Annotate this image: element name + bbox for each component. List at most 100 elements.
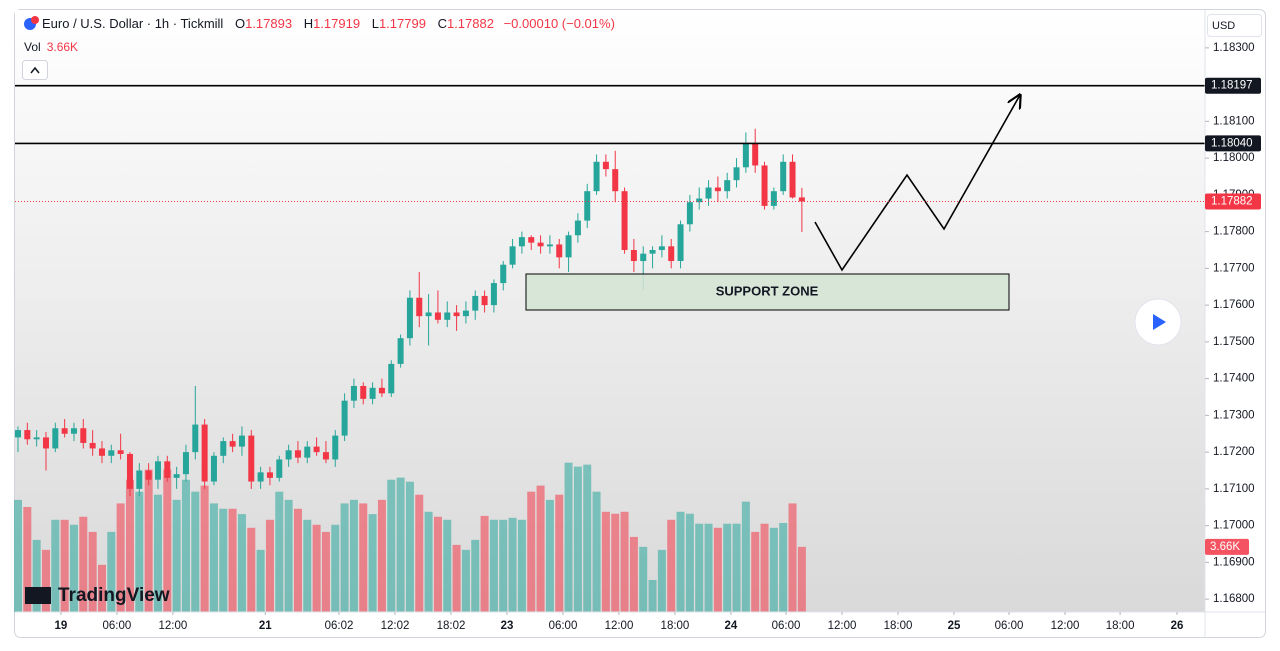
volume-bar bbox=[247, 527, 256, 612]
l-value: 1.17799 bbox=[378, 16, 426, 31]
candle-body bbox=[238, 435, 245, 447]
x-tick-label: 18:00 bbox=[1106, 620, 1135, 632]
change: −0.00010 (−0.01%) bbox=[503, 16, 615, 31]
level-tag bbox=[1205, 135, 1261, 152]
candle-body bbox=[350, 385, 357, 401]
volume-bar bbox=[536, 485, 545, 612]
candle-body bbox=[640, 253, 647, 262]
volume-bar bbox=[424, 511, 433, 612]
watermark: TradingView bbox=[58, 585, 170, 606]
currency-box[interactable] bbox=[1207, 14, 1262, 37]
volume-bar bbox=[573, 466, 582, 612]
volume-bar bbox=[695, 523, 704, 612]
candle-body bbox=[378, 387, 385, 394]
volume-bar bbox=[657, 549, 666, 612]
support-zone bbox=[525, 273, 1010, 311]
candle-body bbox=[556, 244, 563, 258]
symbol-icon-b bbox=[31, 16, 39, 24]
candle-body bbox=[80, 428, 87, 443]
volume-bar bbox=[107, 531, 116, 612]
volume-bar bbox=[284, 499, 293, 612]
volume-bar bbox=[751, 531, 760, 612]
x-tick-label: 12:00 bbox=[159, 620, 188, 632]
candle-body bbox=[752, 143, 759, 166]
candle-body bbox=[360, 385, 367, 399]
x-tick-label: 25 bbox=[948, 620, 961, 632]
collapse-button[interactable] bbox=[22, 60, 48, 80]
currency: USD bbox=[1212, 20, 1235, 32]
candle-body bbox=[70, 428, 77, 434]
volume-bar bbox=[200, 485, 209, 612]
volume-bar bbox=[508, 517, 517, 612]
volume-bar bbox=[527, 491, 536, 612]
candle-body bbox=[61, 428, 68, 434]
volume-bar bbox=[275, 491, 284, 612]
volume-bar bbox=[32, 539, 41, 612]
candle-body bbox=[285, 450, 292, 460]
volume-bar bbox=[228, 508, 237, 612]
volume-bar bbox=[667, 519, 676, 612]
x-tick-label: 06:00 bbox=[549, 620, 578, 632]
candle-body bbox=[621, 191, 628, 250]
axes: 1.183001.181001.180001.179001.178001.177… bbox=[55, 42, 1261, 632]
x-tick-label: 18:00 bbox=[661, 620, 690, 632]
volume-bar bbox=[443, 519, 452, 612]
volume-bar bbox=[461, 549, 470, 612]
candle-body bbox=[509, 246, 516, 265]
volume-bar bbox=[564, 462, 573, 612]
volume-bar bbox=[415, 494, 424, 612]
candle-body bbox=[481, 295, 488, 306]
candle-body bbox=[668, 246, 675, 262]
volume-bar bbox=[405, 481, 414, 612]
candle-body bbox=[444, 312, 451, 320]
candle-body bbox=[33, 437, 40, 440]
o-value: 1.17893 bbox=[245, 16, 293, 31]
candle-body bbox=[733, 167, 740, 181]
candle-body bbox=[528, 237, 535, 243]
candle-body bbox=[584, 191, 591, 221]
candle-body bbox=[24, 430, 31, 440]
volume-bar bbox=[648, 579, 657, 612]
y-tick-label: 1.17100 bbox=[1213, 483, 1255, 495]
volume-tag bbox=[1205, 538, 1249, 555]
support-zone-label: SUPPORT ZONE bbox=[716, 283, 819, 298]
candle-body bbox=[649, 249, 656, 254]
candle-body bbox=[126, 453, 133, 489]
volume-bar bbox=[713, 527, 722, 612]
volume-bar bbox=[611, 513, 620, 612]
candle-body bbox=[677, 224, 684, 262]
y-tick-label: 1.17300 bbox=[1213, 409, 1255, 421]
volume-bar bbox=[340, 503, 349, 612]
y-tick-label: 1.16900 bbox=[1213, 556, 1255, 568]
volume-bar bbox=[209, 503, 218, 612]
volume-bar bbox=[433, 516, 442, 612]
play-icon bbox=[1153, 314, 1166, 330]
volume-bar bbox=[499, 519, 508, 612]
symbol-title: Euro / U.S. Dollar · 1h · Tickmill bbox=[42, 16, 224, 31]
volume-bar bbox=[69, 524, 78, 612]
candle-body bbox=[276, 459, 283, 478]
candle-body bbox=[182, 452, 189, 475]
candle-body bbox=[630, 249, 637, 262]
candle-body bbox=[658, 246, 665, 250]
volume-bar bbox=[769, 527, 778, 612]
h-label: H bbox=[303, 16, 314, 31]
volume-bar bbox=[41, 549, 50, 612]
y-tick-label: 1.17800 bbox=[1213, 226, 1255, 238]
candle-body bbox=[434, 312, 441, 320]
header: Euro / U.S. Dollar · 1h · Tickmill O1.17… bbox=[24, 16, 615, 31]
volume-bar bbox=[545, 499, 554, 612]
volume-bar bbox=[312, 524, 321, 612]
h-value: 1.17919 bbox=[313, 16, 361, 31]
volume-bar bbox=[732, 523, 741, 612]
candle-body bbox=[42, 437, 49, 449]
candle-body bbox=[52, 428, 59, 449]
last-price-label: 1.17882 bbox=[1211, 196, 1253, 208]
last-price-tag bbox=[1205, 193, 1261, 210]
candle-body bbox=[248, 435, 255, 482]
volume-value: 3.66K bbox=[46, 40, 79, 54]
logo-mark bbox=[25, 587, 51, 604]
y-tick-label: 1.17500 bbox=[1213, 336, 1255, 348]
candle-body bbox=[574, 220, 581, 236]
